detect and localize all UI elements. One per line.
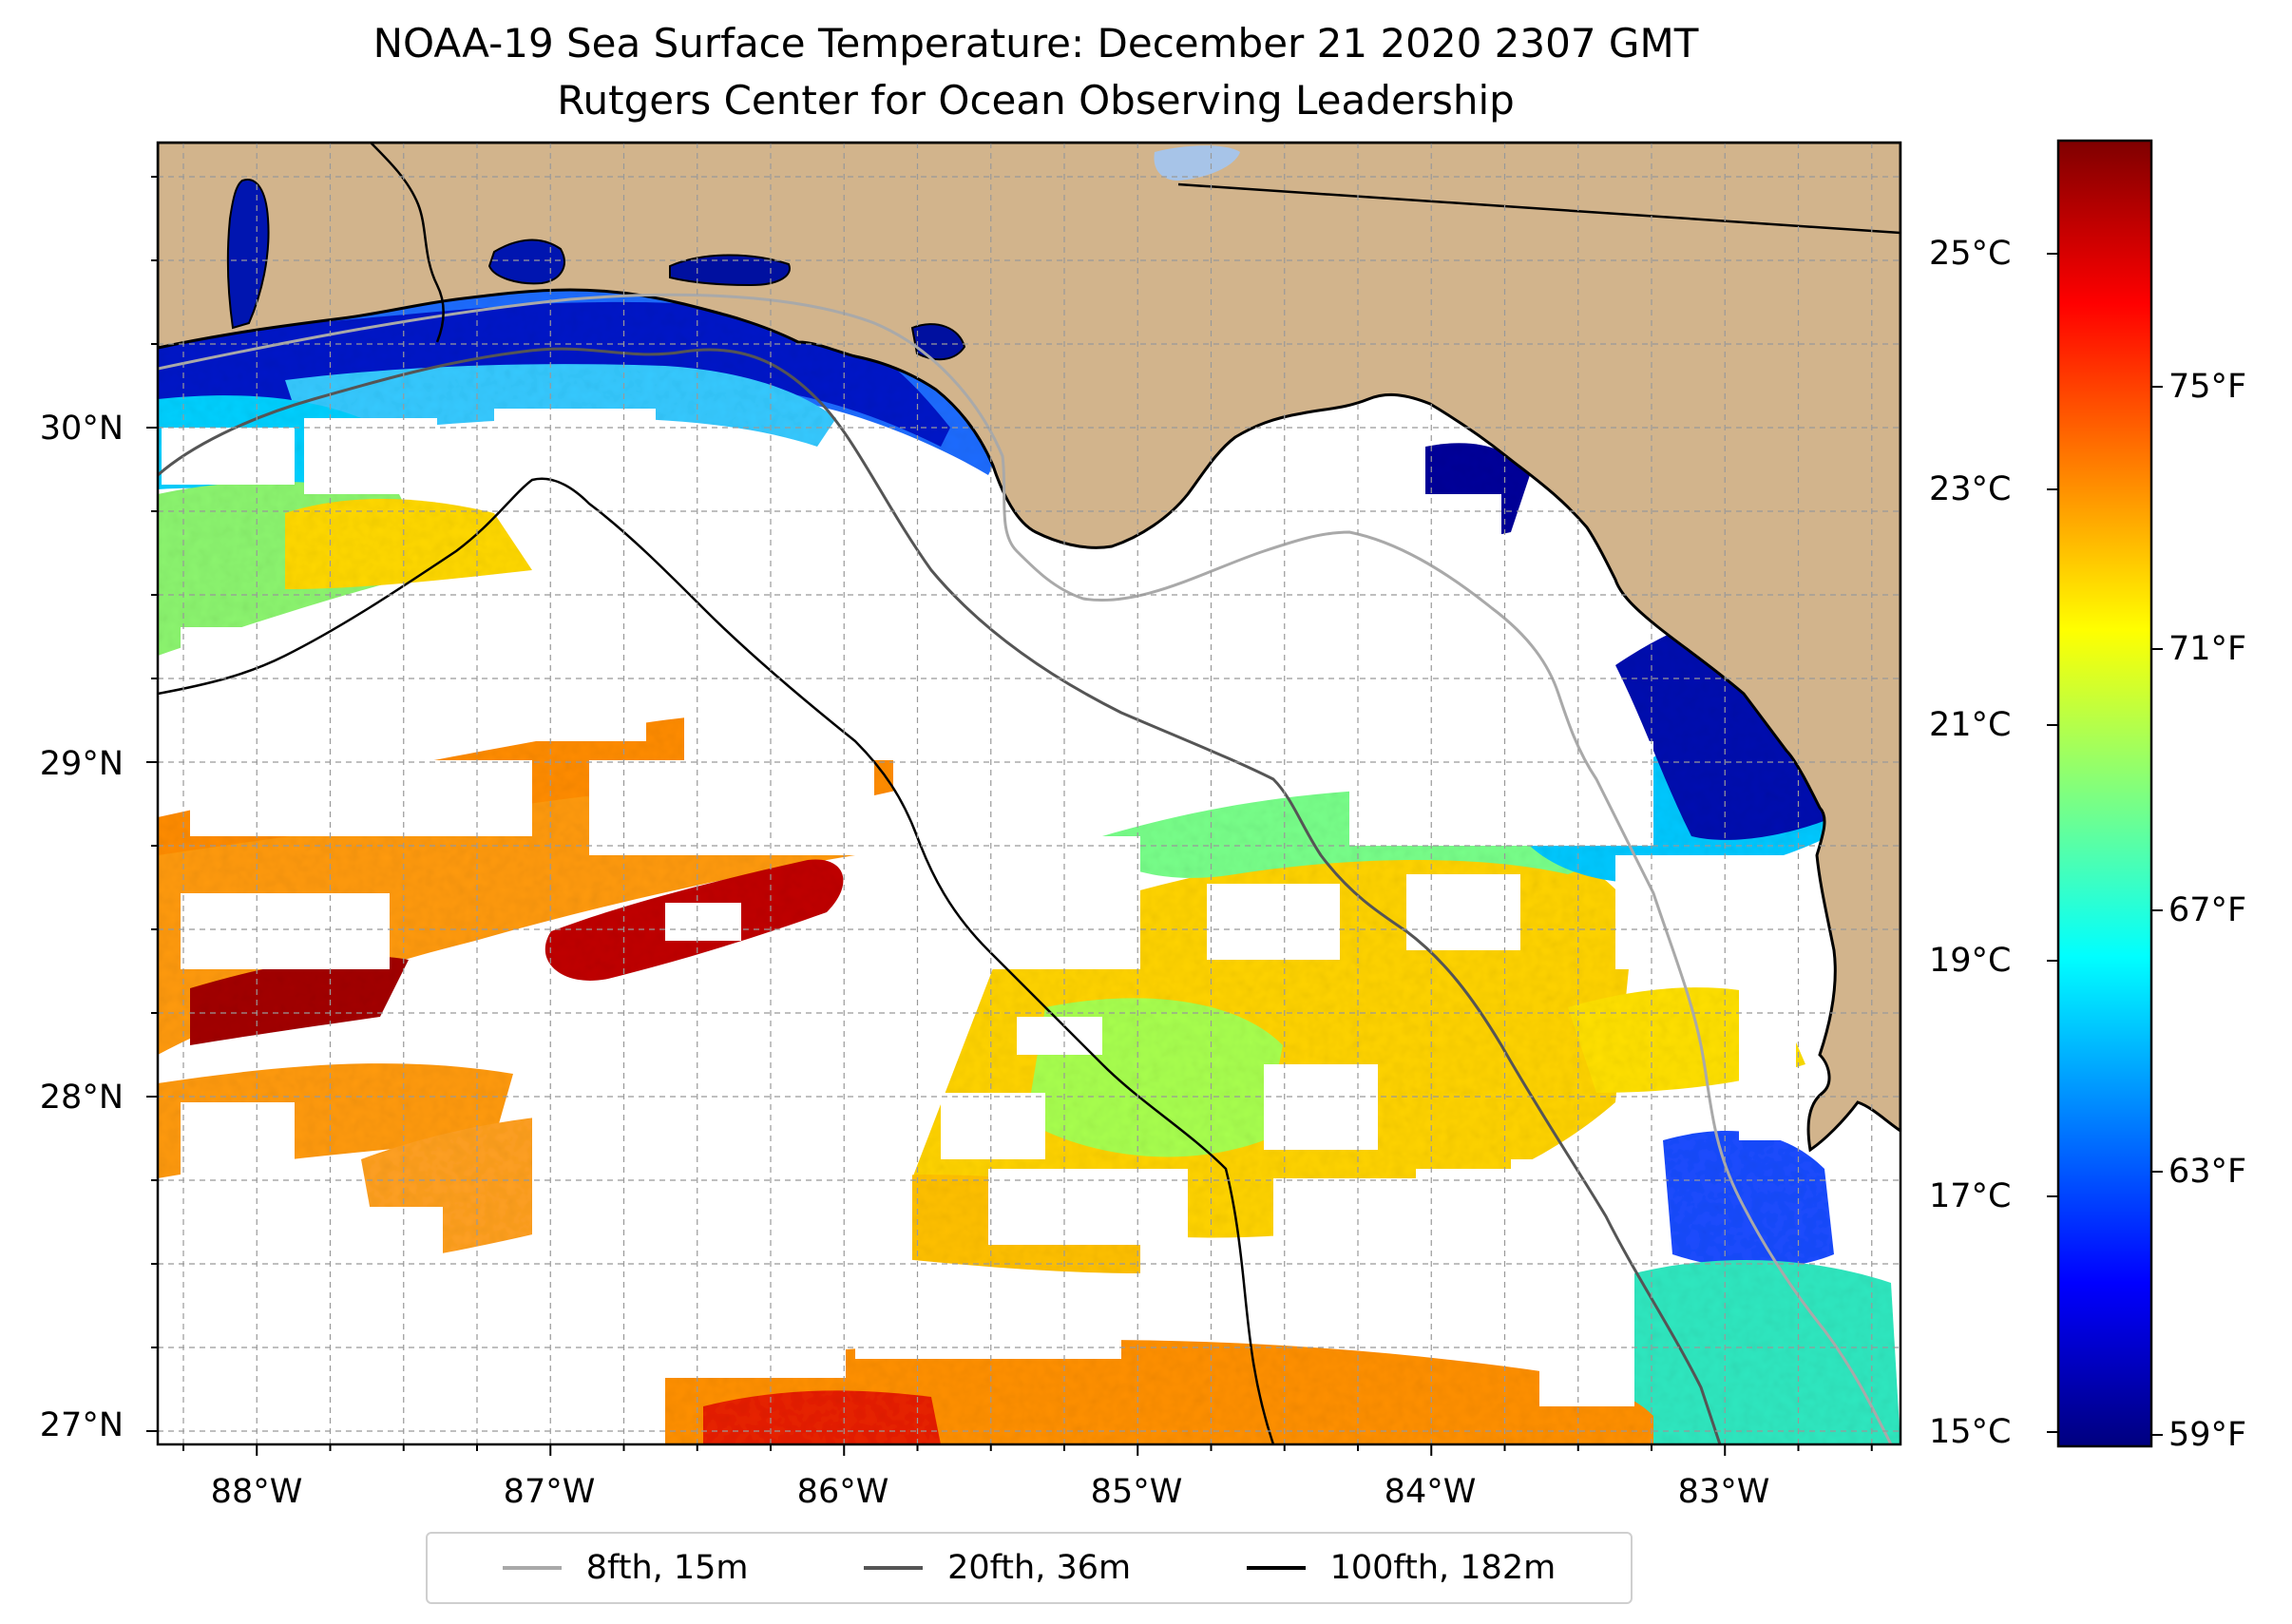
- map-frame: [156, 141, 1902, 1446]
- legend-label-20fth: 20fth, 36m: [947, 1549, 1132, 1587]
- cb-fahrenheit-67: 67°F: [2168, 891, 2247, 929]
- sst-patch: [285, 499, 532, 589]
- cb-celsius-15: 15°C: [1929, 1413, 2012, 1451]
- sst-patch: [158, 790, 855, 1055]
- cb-fahrenheit-75: 75°F: [2168, 368, 2247, 406]
- legend-item-100fth: 100fth, 182m: [1246, 1549, 1557, 1587]
- lon-label-86w: 86°W: [796, 1473, 889, 1511]
- state-boundary: [370, 143, 445, 343]
- cb-fahrenheit-63: 63°F: [2168, 1153, 2247, 1191]
- chart-subtitle: Rutgers Center for Ocean Observing Leade…: [557, 77, 1515, 124]
- legend-line-20fth: [864, 1566, 924, 1570]
- sst-patch: [285, 364, 836, 447]
- cb-celsius-21: 21°C: [1929, 706, 2012, 744]
- chart-title: NOAA-19 Sea Surface Temperature: Decembe…: [372, 20, 1699, 67]
- legend-label-100fth: 100fth, 182m: [1329, 1549, 1557, 1587]
- legend-line-8fth: [502, 1566, 562, 1570]
- colorbar-ticks: [2047, 253, 2163, 1436]
- state-boundary: [1177, 182, 1900, 235]
- cb-fahrenheit-59: 59°F: [2168, 1416, 2247, 1454]
- legend-label-8fth: 8fth, 15m: [585, 1549, 749, 1587]
- cb-celsius-19: 19°C: [1929, 942, 2012, 980]
- choctawhatchee-bay: [669, 254, 791, 287]
- lat-label-30n: 30°N: [39, 410, 124, 448]
- cb-celsius-23: 23°C: [1929, 470, 2012, 508]
- cb-celsius-17: 17°C: [1929, 1177, 2012, 1215]
- lon-label-88w: 88°W: [210, 1473, 303, 1511]
- cloud-mask-layer: [158, 409, 1796, 1444]
- legend-line-100fth: [1246, 1566, 1306, 1570]
- lat-label-27n: 27°N: [39, 1406, 124, 1444]
- cb-fahrenheit-71: 71°F: [2168, 630, 2247, 668]
- axis-ticks: [146, 176, 1873, 1456]
- mobile-bay: [226, 179, 270, 330]
- isobath-8fth: [158, 293, 1893, 1444]
- legend-item-8fth: 8fth, 15m: [502, 1549, 749, 1587]
- land-mass: [158, 143, 1900, 1153]
- sst-patch: [1615, 1260, 1900, 1444]
- map-area: [158, 143, 1900, 1444]
- isobath-100fth: [158, 477, 1275, 1444]
- lon-label-85w: 85°W: [1090, 1473, 1183, 1511]
- isobath-20fth: [158, 347, 1722, 1444]
- pensacola-bay: [487, 239, 565, 285]
- lon-label-83w: 83°W: [1677, 1473, 1770, 1511]
- sst-patch: [190, 956, 409, 1045]
- sst-patch: [1663, 1131, 1834, 1269]
- isobath-legend: 8fth, 15m 20fth, 36m 100fth, 182m: [426, 1532, 1633, 1604]
- lake-ponchartrain: [1154, 145, 1240, 181]
- lon-label-87w: 87°W: [503, 1473, 596, 1511]
- lon-label-84w: 84°W: [1384, 1473, 1477, 1511]
- gridlines: [158, 143, 1900, 1444]
- lat-label-28n: 28°N: [39, 1079, 124, 1117]
- legend-item-20fth: 20fth, 36m: [864, 1549, 1131, 1587]
- cb-celsius-25: 25°C: [1929, 235, 2012, 273]
- lat-label-29n: 29°N: [39, 745, 124, 783]
- colorbar: [2056, 139, 2153, 1448]
